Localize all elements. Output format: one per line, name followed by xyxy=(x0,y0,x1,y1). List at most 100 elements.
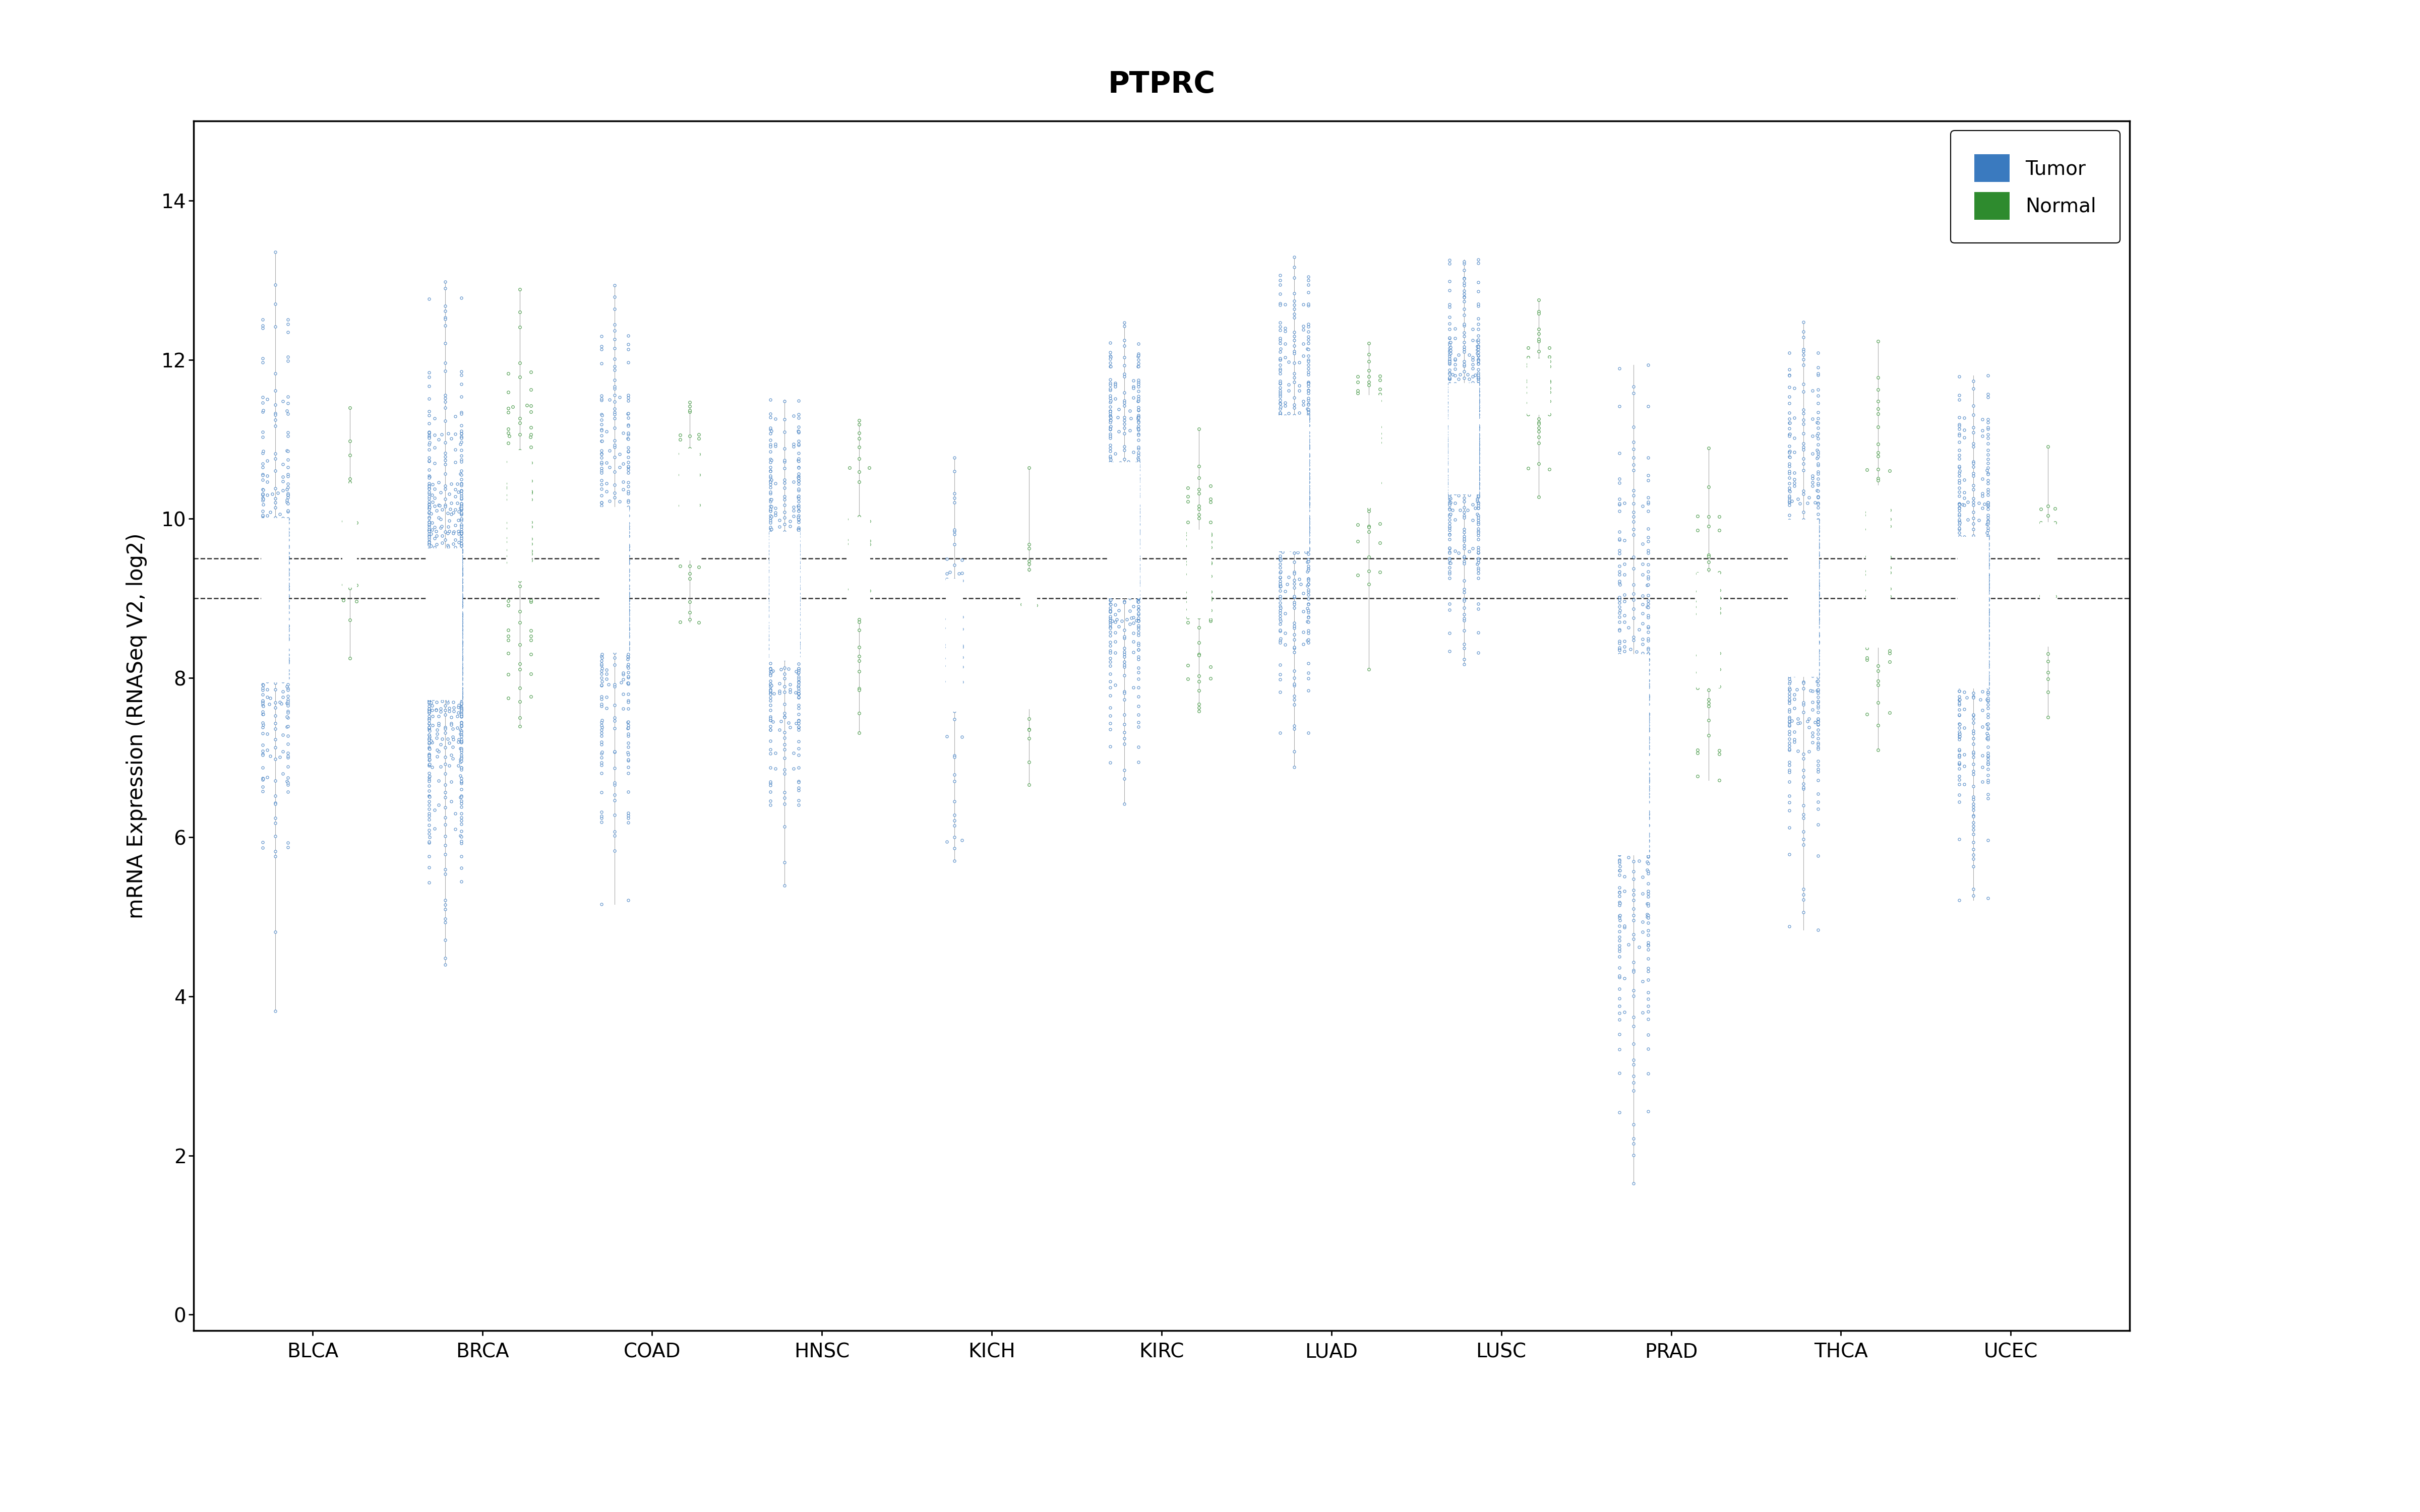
Point xyxy=(583,611,622,635)
Point xyxy=(1941,618,1980,643)
Point xyxy=(1106,540,1145,564)
Point xyxy=(252,570,290,594)
Point xyxy=(443,578,482,602)
Point xyxy=(1459,520,1498,544)
Point xyxy=(1520,401,1558,425)
Point xyxy=(1798,712,1837,736)
Point xyxy=(1169,581,1208,605)
Point xyxy=(1796,572,1834,596)
Point xyxy=(583,618,622,643)
Point xyxy=(1118,507,1157,531)
Point xyxy=(1769,758,1808,782)
Point xyxy=(750,591,789,615)
Point xyxy=(1520,392,1558,416)
Point xyxy=(1776,467,1815,491)
Point xyxy=(409,546,448,570)
Point xyxy=(257,703,295,727)
Point xyxy=(1091,599,1130,623)
Point xyxy=(1261,370,1300,395)
Point xyxy=(1002,593,1041,617)
Point xyxy=(426,650,465,674)
Point xyxy=(934,803,973,827)
Point xyxy=(1459,330,1498,354)
Point xyxy=(511,487,549,511)
Point xyxy=(941,829,980,853)
Point xyxy=(934,567,973,591)
Point xyxy=(1118,499,1157,523)
Point xyxy=(409,544,448,569)
Point xyxy=(1430,395,1469,419)
Point xyxy=(770,680,808,705)
Point xyxy=(409,683,448,708)
Point xyxy=(1179,494,1217,519)
Point xyxy=(1629,878,1667,903)
Point xyxy=(1290,373,1329,398)
Point xyxy=(1278,434,1316,458)
Point xyxy=(1261,487,1300,511)
Point xyxy=(269,499,307,523)
Point xyxy=(443,631,482,655)
Point xyxy=(934,674,973,699)
Point xyxy=(753,517,791,541)
Point xyxy=(1091,703,1130,727)
Point xyxy=(1941,742,1980,767)
Point xyxy=(750,547,789,572)
Point xyxy=(1091,373,1130,398)
Point xyxy=(1091,390,1130,414)
Point xyxy=(1290,470,1329,494)
Point xyxy=(1798,581,1837,605)
Point xyxy=(779,588,818,612)
Point xyxy=(1967,786,2006,810)
Point xyxy=(750,590,789,614)
Point xyxy=(1600,939,1638,963)
Point xyxy=(1435,429,1474,454)
Point xyxy=(1629,538,1667,562)
Point xyxy=(419,541,457,565)
Point xyxy=(1951,627,1989,652)
Point xyxy=(770,673,808,697)
Point xyxy=(433,626,472,650)
Point xyxy=(1614,850,1653,874)
Point xyxy=(1859,396,1897,420)
Point xyxy=(779,485,818,510)
Point xyxy=(1459,396,1498,420)
Point xyxy=(934,490,973,514)
Point xyxy=(750,688,789,712)
Point xyxy=(443,540,482,564)
Point xyxy=(1261,327,1300,351)
Point xyxy=(1435,508,1474,532)
Point xyxy=(244,478,283,502)
Point xyxy=(269,694,307,718)
Point xyxy=(757,569,796,593)
Point xyxy=(443,705,482,729)
Point xyxy=(750,440,789,464)
Point xyxy=(1776,470,1815,494)
Point xyxy=(1798,587,1837,611)
Point xyxy=(1106,572,1145,596)
Point xyxy=(1967,581,2006,605)
Point xyxy=(1600,700,1638,724)
Point xyxy=(1796,490,1834,514)
Point xyxy=(443,756,482,780)
Point xyxy=(443,795,482,820)
Point xyxy=(443,634,482,658)
Point xyxy=(588,594,627,618)
Point xyxy=(1600,736,1638,761)
Point xyxy=(610,573,649,597)
Point xyxy=(1600,617,1638,641)
Point xyxy=(416,519,455,543)
Point xyxy=(1261,402,1300,426)
Point xyxy=(501,407,540,431)
Point xyxy=(1953,680,1992,705)
Point xyxy=(1283,314,1321,339)
Point xyxy=(1941,609,1980,634)
Point xyxy=(1191,585,1229,609)
Point xyxy=(1953,685,1992,709)
Point xyxy=(1118,735,1157,759)
Point xyxy=(1261,479,1300,503)
Point xyxy=(779,532,818,556)
Point xyxy=(934,826,973,850)
Point xyxy=(409,745,448,770)
Point xyxy=(1941,664,1980,688)
Point xyxy=(443,614,482,638)
